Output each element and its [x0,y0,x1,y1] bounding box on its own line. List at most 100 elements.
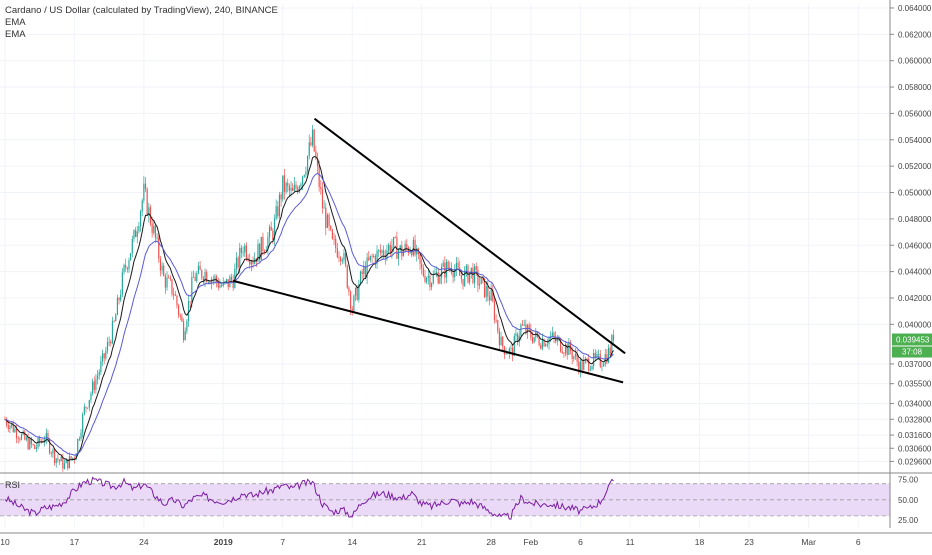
candle-body [512,347,514,356]
candle-body [559,338,562,352]
candle-body [263,251,266,252]
rsi-label[interactable]: RSI [5,480,21,490]
candle-body [32,444,34,445]
candle-body [189,301,191,303]
candle-body [168,277,170,279]
candle-body [58,459,61,462]
candle-body [169,277,171,280]
candle-body [464,270,466,286]
candle-body [57,458,59,460]
candle-layer [4,125,615,472]
candle-body [588,358,590,371]
candle-body [321,188,324,209]
candle-body [83,406,85,415]
candle-body [422,267,424,276]
candle-body [366,257,368,278]
candle-body [551,332,553,336]
candle-body [283,175,286,192]
candle-body [67,459,69,469]
candle-body [224,281,226,283]
candle-body [386,250,388,259]
candle-body [77,439,79,454]
candle-body [444,262,446,278]
candle-body [530,328,532,338]
ema-legend-2[interactable]: EMA [5,29,26,40]
candle-body [49,439,51,454]
candle-body [356,287,358,300]
candle-body [340,257,342,262]
y-tick-label: 0.037000 [898,360,932,369]
y-tick-label: 0.044000 [898,268,932,277]
candle-body [381,250,383,253]
candle-body [101,353,104,362]
candle-body [72,457,74,460]
candle-body [232,279,234,288]
candle-body [573,356,575,359]
candle-body [561,351,563,354]
candle-body [144,183,147,189]
candle-body [70,456,72,460]
candle-body [584,358,586,361]
candle-body [288,185,290,191]
candle-body [435,272,438,274]
candle-body [209,282,211,284]
candle-body [138,226,140,232]
candle-body [394,237,396,239]
rsi-tick-label: 75.00 [898,476,919,485]
candle-body [429,275,431,288]
candle-body [171,279,173,295]
candle-body [55,458,57,464]
candle-body [75,453,77,460]
candle-body [300,184,302,187]
candle-body [47,432,49,440]
candle-body [343,252,345,260]
candle-body [260,236,262,260]
candle-body [106,341,109,351]
candle-body [455,262,458,270]
y-tick-label: 0.058000 [898,83,932,92]
y-tick-label: 0.046000 [898,241,932,250]
candle-body [125,264,127,268]
candle-body [282,175,284,200]
candle-body [576,353,578,362]
candle-body [130,253,132,261]
trendline-1[interactable] [313,117,626,355]
candle-body [502,336,504,347]
candle-body [285,182,287,192]
candle-body [336,248,338,258]
candle-body [87,407,89,409]
candle-body [431,283,433,288]
candle-body [287,182,289,186]
candle-body [90,393,92,400]
candle-body [63,463,66,469]
x-tick-label: 10 [0,537,10,547]
rsi-line [4,476,614,520]
candle-body [507,353,509,355]
candle-body [7,424,9,430]
candle-body [207,282,209,283]
trend-layer[interactable] [232,117,626,384]
candle-body [591,366,593,370]
candle-body [412,239,415,256]
candle-body [313,129,315,152]
candle-body [115,315,117,322]
candle-body [606,354,608,363]
candle-body [508,348,510,354]
candle-body [345,252,347,266]
x-tick-label: 2019 [214,537,233,547]
y-tick-label: 0.034000 [898,399,932,408]
ema-legend-1[interactable]: EMA [5,17,26,28]
candle-body [146,188,148,216]
candle-body [498,331,501,346]
trendline-2[interactable] [232,279,624,384]
candle-body [330,225,332,230]
candle-body [445,261,448,278]
symbol-title[interactable]: Cardano / US Dollar (calculated by Tradi… [5,5,278,16]
candle-body [421,263,423,268]
candle-body [262,236,264,252]
candle-body [318,165,320,188]
candle-body [563,353,565,354]
candle-body [419,254,421,264]
